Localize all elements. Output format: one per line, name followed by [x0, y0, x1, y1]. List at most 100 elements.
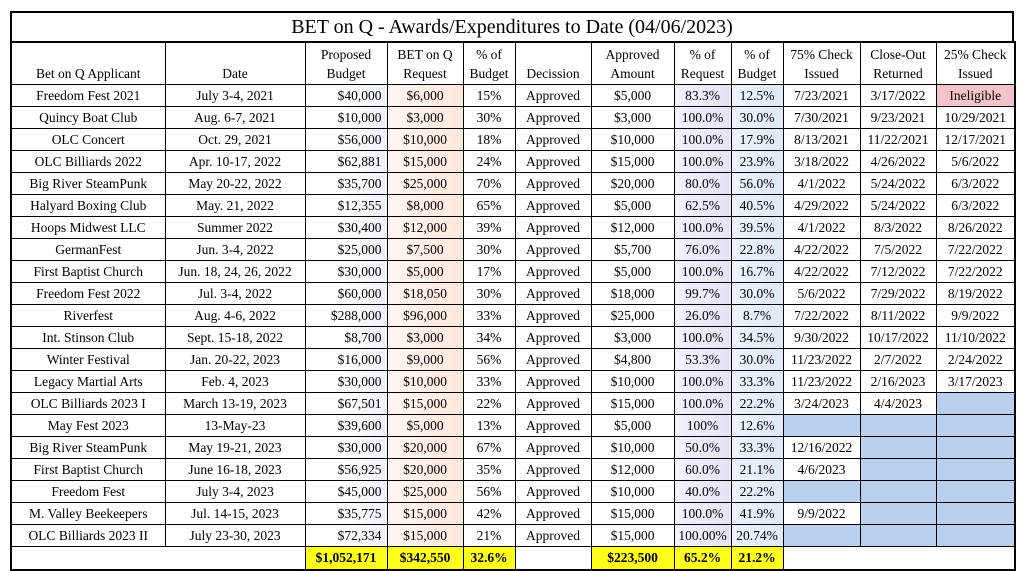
cell-date: Aug. 6-7, 2021: [164, 106, 306, 129]
cell-applicant: Freedom Fest: [10, 480, 166, 503]
cell-request: $15,000: [386, 502, 464, 525]
cell-approved: $15,000: [590, 502, 675, 525]
cell-check75: [782, 414, 861, 437]
cell-decision: Approved: [514, 326, 592, 349]
cell-pct-request: 100.0%: [673, 392, 732, 415]
table-row: OLC Concert Oct. 29, 2021 $56,000 $10,000 18…: [10, 128, 1016, 151]
cell-approved: $12,000: [590, 458, 675, 481]
table-row: Legacy Martial Arts Feb. 4, 2023 $30,000 $1…: [10, 370, 1016, 393]
cell-request: $7,500: [386, 238, 464, 261]
cell-applicant: Winter Festival: [10, 348, 166, 371]
cell-pct-request: 62.5%: [673, 194, 732, 217]
cell-approved: $10,000: [590, 370, 675, 393]
header-pct-budget-2: % of Budget: [730, 41, 784, 85]
cell-check75: 7/30/2021: [782, 106, 861, 129]
cell-pct-request: 76.0%: [673, 238, 732, 261]
cell-pct-request: 60.0%: [673, 458, 732, 481]
cell-check75: 4/22/2022: [782, 260, 861, 283]
cell-date: Jul. 14-15, 2023: [164, 502, 306, 525]
cell-applicant: M. Valley Beekeepers: [10, 502, 166, 525]
cell-date: May 19-21, 2023: [164, 436, 306, 459]
cell-request: $10,000: [386, 370, 464, 393]
cell-pct-budget: 33%: [462, 370, 516, 393]
cell-request: $12,000: [386, 216, 464, 239]
cell-pct-budget2: 8.7%: [730, 304, 784, 327]
cell-budget: $8,700: [304, 326, 388, 349]
cell-decision: Approved: [514, 348, 592, 371]
cell-request: $15,000: [386, 392, 464, 415]
cell-applicant: Halyard Boxing Club: [10, 194, 166, 217]
cell-pct-request: 100.00%: [673, 524, 732, 547]
cell-pct-budget2: 34.5%: [730, 326, 784, 349]
cell-pct-budget: 18%: [462, 128, 516, 151]
cell-check25: 10/29/2021: [935, 106, 1016, 129]
cell-closeout: 4/26/2022: [859, 150, 937, 173]
cell-budget: $60,000: [304, 282, 388, 305]
cell-check25: 9/9/2022: [935, 304, 1016, 327]
table-row: Freedom Fest 2022 Jul. 3-4, 2022 $60,000 $1…: [10, 282, 1016, 305]
table-row: First Baptist Church June 16-18, 2023 $56,…: [10, 458, 1016, 481]
cell-date: Jan. 20-22, 2023: [164, 348, 306, 371]
cell-approved: $15,000: [590, 150, 675, 173]
cell-pct-budget2: 12.6%: [730, 414, 784, 437]
cell-check25: 5/6/2022: [935, 150, 1016, 173]
cell-request: $15,000: [386, 150, 464, 173]
table-row: Big River SteamPunk May 20-22, 2022 $35,70…: [10, 172, 1016, 195]
cell-decision: Approved: [514, 304, 592, 327]
total-approved: $223,500: [590, 546, 675, 571]
cell-check75: 11/23/2022: [782, 370, 861, 393]
cell-request: $3,000: [386, 326, 464, 349]
cell-decision: Approved: [514, 128, 592, 151]
cell-decision: Approved: [514, 524, 592, 547]
cell-decision: Approved: [514, 458, 592, 481]
cell-check25: Ineligible: [935, 84, 1016, 107]
cell-applicant: OLC Billiards 2023 II: [10, 524, 166, 547]
cell-check75: 3/24/2023: [782, 392, 861, 415]
cell-check75: 9/9/2022: [782, 502, 861, 525]
cell-check75: 5/6/2022: [782, 282, 861, 305]
cell-pct-budget2: 30.0%: [730, 348, 784, 371]
cell-decision: Approved: [514, 150, 592, 173]
cell-closeout: 2/16/2023: [859, 370, 937, 393]
cell-pct-budget2: 23.9%: [730, 150, 784, 173]
cell-closeout: [859, 524, 937, 547]
cell-check25: 12/17/2021: [935, 128, 1016, 151]
cell-closeout: 8/11/2022: [859, 304, 937, 327]
cell-pct-request: 40.0%: [673, 480, 732, 503]
cell-applicant: Freedom Fest 2022: [10, 282, 166, 305]
cell-applicant: Legacy Martial Arts: [10, 370, 166, 393]
cell-applicant: Riverfest: [10, 304, 166, 327]
cell-request: $10,000: [386, 128, 464, 151]
table-row: First Baptist Church Jun. 18, 24, 26, 202…: [10, 260, 1016, 283]
cell-approved: $5,000: [590, 84, 675, 107]
cell-decision: Approved: [514, 502, 592, 525]
cell-check25: [935, 436, 1016, 459]
cell-decision: Approved: [514, 106, 592, 129]
cell-applicant: Big River SteamPunk: [10, 172, 166, 195]
cell-budget: $62,881: [304, 150, 388, 173]
cell-applicant: First Baptist Church: [10, 458, 166, 481]
cell-check25: [935, 524, 1016, 547]
header-date: Date: [164, 41, 306, 85]
cell-pct-request: 99.7%: [673, 282, 732, 305]
cell-closeout: 5/24/2022: [859, 194, 937, 217]
cell-date: 13-May-23: [164, 414, 306, 437]
cell-closeout: 9/23/2021: [859, 106, 937, 129]
table-row: Quincy Boat Club Aug. 6-7, 2021 $10,000 $3,…: [10, 106, 1016, 129]
cell-applicant: OLC Billiards 2022: [10, 150, 166, 173]
cell-pct-budget2: 33.3%: [730, 436, 784, 459]
cell-budget: $67,501: [304, 392, 388, 415]
table-row: Winter Festival Jan. 20-22, 2023 $16,000 $9…: [10, 348, 1016, 371]
cell-check25: 8/26/2022: [935, 216, 1016, 239]
cell-budget: $30,000: [304, 260, 388, 283]
cell-closeout: 11/22/2021: [859, 128, 937, 151]
cell-pct-request: 50.0%: [673, 436, 732, 459]
cell-date: Summer 2022: [164, 216, 306, 239]
cell-applicant: Int. Stinson Club: [10, 326, 166, 349]
cell-pct-budget2: 41.9%: [730, 502, 784, 525]
cell-decision: Approved: [514, 436, 592, 459]
table-row: M. Valley Beekeepers Jul. 14-15, 2023 $35,…: [10, 502, 1016, 525]
cell-approved: $15,000: [590, 392, 675, 415]
table-row: Freedom Fest 2021 July 3-4, 2021 $40,000 $6…: [10, 84, 1016, 107]
cell-approved: $5,000: [590, 194, 675, 217]
